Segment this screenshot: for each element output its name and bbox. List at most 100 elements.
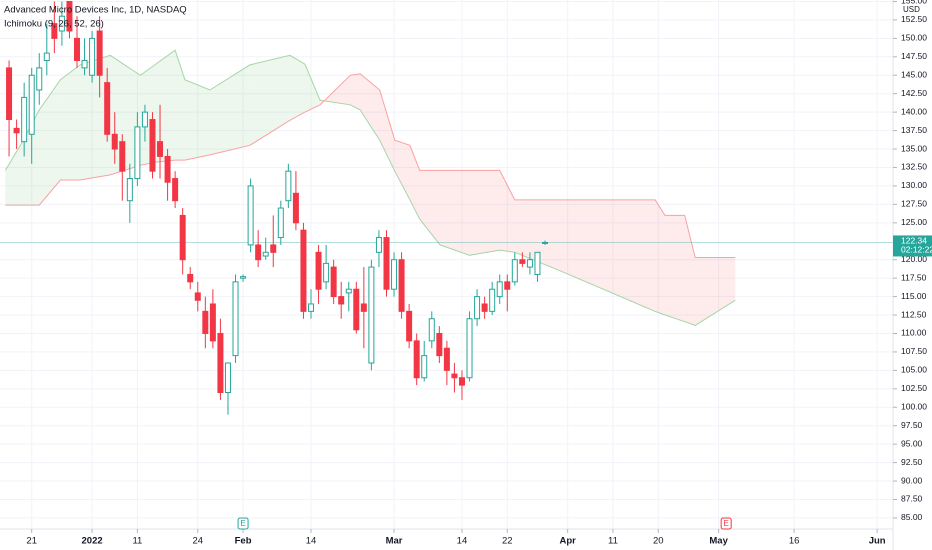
- cloud-fill: [304, 64, 321, 113]
- earnings-label: E: [240, 519, 245, 528]
- cloud-span-b: [5, 73, 736, 258]
- candle-body: [458, 377, 465, 386]
- candle-body: [534, 251, 541, 275]
- x-tick-label: 22: [502, 536, 513, 547]
- y-tick-label: 132.50: [901, 162, 927, 172]
- x-tick-label: 14: [306, 536, 317, 547]
- candle-body: [413, 340, 420, 379]
- candle-body: [353, 288, 360, 331]
- candle-body: [292, 192, 299, 224]
- cloud-span-a: [4, 49, 736, 326]
- y-tick-label: 95.00: [901, 438, 923, 448]
- candle-body: [224, 362, 231, 394]
- candle-body: [58, 15, 65, 32]
- last-price-box: [893, 235, 932, 257]
- candle-body: [300, 229, 307, 312]
- candle-body: [474, 296, 481, 320]
- candle-body: [323, 262, 330, 283]
- candle-body: [202, 310, 209, 334]
- candle-body: [466, 318, 473, 379]
- candle-body: [270, 244, 277, 253]
- candle-body: [398, 259, 405, 312]
- cloud-fill: [655, 199, 666, 316]
- candle-body: [21, 96, 28, 143]
- y-tick-label: 145.00: [901, 70, 927, 80]
- candle-body: [126, 178, 133, 202]
- candle-body: [315, 251, 322, 290]
- y-tick-label: 85.00: [901, 512, 923, 522]
- y-tick-label: 140.00: [901, 106, 927, 116]
- cloud-fill: [289, 55, 305, 121]
- y-tick-label: 115.00: [901, 291, 927, 301]
- cloud-fill: [39, 79, 61, 206]
- cloud-fill: [110, 55, 141, 175]
- cloud-fill: [209, 64, 250, 155]
- x-tick-label: 11: [132, 536, 142, 547]
- candle-body: [391, 259, 398, 290]
- x-tick-label: May: [709, 536, 728, 547]
- candle-body: [496, 281, 503, 298]
- y-tick-label: 135.00: [901, 143, 927, 153]
- cloud-fill: [80, 55, 111, 181]
- candle-body: [66, 0, 73, 32]
- cloud-fill: [175, 50, 185, 161]
- cloud-fill: [5, 145, 21, 206]
- last-price-label: 122.34: [901, 236, 927, 246]
- candles: [0, 0, 893, 415]
- y-tick-label: 127.50: [901, 199, 927, 209]
- candle-body: [141, 111, 148, 128]
- x-tick-label: 11: [608, 536, 618, 547]
- candle-body: [104, 82, 111, 135]
- candle-body: [519, 259, 526, 264]
- candle-body: [119, 141, 126, 172]
- candle-body: [285, 170, 292, 202]
- candle-body: [6, 67, 13, 121]
- candle-body: [406, 310, 413, 342]
- y-tick-label: 112.50: [901, 309, 927, 319]
- candle-body: [164, 155, 171, 183]
- candle-body: [277, 207, 284, 239]
- cloud-fill: [184, 79, 210, 161]
- candle-body: [36, 67, 43, 91]
- candle-body: [451, 373, 458, 379]
- x-tick-label: 24: [192, 536, 203, 547]
- x-tick-label: Mar: [386, 536, 403, 547]
- candle-body: [157, 141, 164, 157]
- candle-body: [240, 276, 247, 279]
- indicator-label: Ichimoku (9, 26, 52, 26): [4, 19, 104, 30]
- y-tick-label: 87.50: [901, 494, 923, 504]
- y-tick-label: 110.00: [901, 328, 927, 338]
- y-tick-label: 92.50: [901, 457, 923, 467]
- currency-label: USD: [903, 5, 920, 14]
- candle-body: [542, 241, 549, 244]
- candle-body: [308, 303, 315, 312]
- candle-body: [375, 237, 382, 253]
- cloud-fill: [379, 90, 395, 172]
- y-tick-label: 130.00: [901, 180, 927, 190]
- cloud-fill: [684, 215, 696, 326]
- x-tick-label: Apr: [559, 536, 576, 547]
- candle-body: [489, 288, 496, 312]
- candle-body: [73, 37, 80, 61]
- candle-body: [345, 288, 352, 294]
- cloud-fill: [499, 170, 515, 253]
- cloud-fill: [469, 170, 500, 256]
- y-tick-label: 147.50: [901, 51, 927, 61]
- chart-title: Advanced Micro Devices Inc, 1D, NASDAQ: [4, 5, 187, 16]
- cloud-fill: [409, 145, 420, 220]
- y-tick-label: 90.00: [901, 475, 923, 485]
- candle-body: [481, 303, 488, 312]
- candle-body: [504, 281, 511, 290]
- earnings-marker: [237, 517, 249, 530]
- candle-body: [526, 259, 533, 268]
- candle-body: [262, 251, 269, 257]
- candle-body: [194, 292, 201, 301]
- candle-body: [209, 303, 216, 342]
- cloud-fill: [514, 199, 561, 271]
- x-tick-label: 2022: [82, 536, 103, 547]
- y-tick-label: 137.50: [901, 125, 927, 135]
- candle-body: [360, 303, 367, 312]
- candle-body: [149, 119, 156, 172]
- candle-body: [421, 355, 428, 379]
